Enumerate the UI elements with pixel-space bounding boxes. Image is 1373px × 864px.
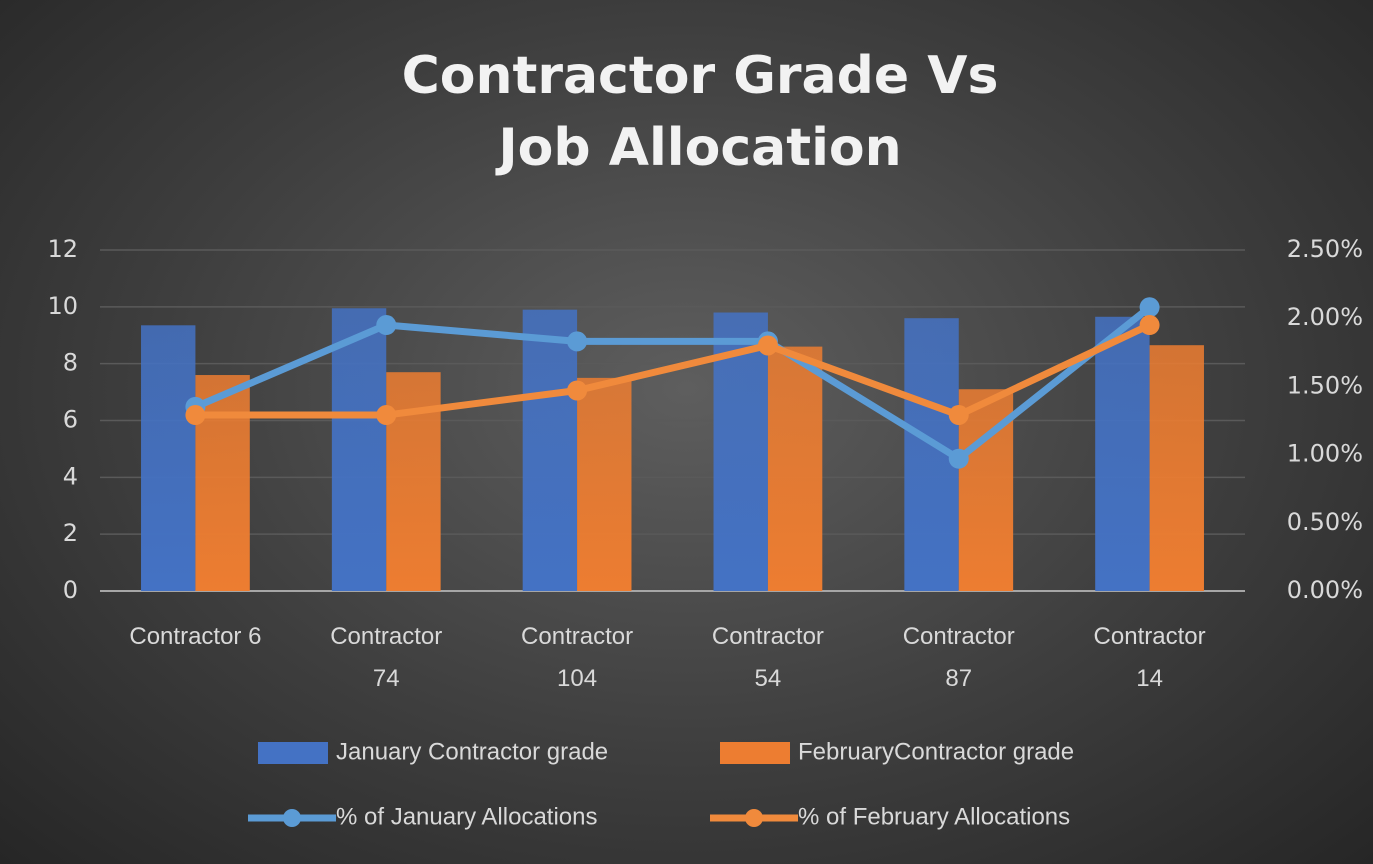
y-tick-label: 12 [47,235,78,263]
line-point [948,405,969,426]
line-point [1139,315,1160,336]
line-point [567,380,588,401]
bar [577,377,632,591]
bar [141,325,196,591]
y-tick-label: 10 [47,292,78,320]
bar [522,309,578,591]
y2-tick-label: 1.00% [1287,440,1363,468]
legend-label: % of January Allocations [336,803,597,830]
y2-tick-label: 2.50% [1287,235,1363,263]
legend-label: FebruaryContractor grade [798,738,1074,765]
bar [331,308,387,591]
x-tick-label: Contractor 54 [711,623,824,692]
legend-swatch [258,742,328,764]
bar [1149,345,1204,591]
line-point [948,448,969,469]
x-tick-label: Contractor 104 [521,623,634,692]
y2-tick-label: 2.00% [1287,303,1363,331]
line-point [376,405,397,426]
y-tick-label: 2 [63,519,78,547]
y-tick-label: 8 [63,349,78,377]
y-tick-label: 4 [63,462,78,490]
legend-label: % of February Allocations [798,803,1070,830]
line [195,321,1152,419]
chart-title: Contractor Grade Vs Job Allocation [401,46,999,178]
bar [386,372,441,591]
y-tick-label: 0 [63,576,78,604]
y2-tick-label: 0.00% [1287,576,1363,604]
line [194,304,1152,463]
line-point [1139,297,1160,318]
y-tick-label: 6 [63,406,78,434]
x-tick-label: Contractor 14 [1093,623,1206,692]
x-tick-label: Contractor 87 [902,623,1015,692]
x-tick-label: Contractor 6 [129,623,262,650]
line-point [567,331,588,352]
x-tick-label: Contractor 74 [330,623,443,692]
y2-tick-label: 1.50% [1287,371,1363,399]
legend-label: January Contractor grade [336,738,608,765]
legend-marker [283,809,301,827]
line-point [185,405,206,426]
legend-marker [745,809,763,827]
y2-tick-label: 0.50% [1287,508,1363,536]
bar [767,346,823,591]
legend-swatch [720,742,790,764]
bar [1095,316,1150,591]
line-point [376,315,397,336]
line-point [757,335,778,356]
